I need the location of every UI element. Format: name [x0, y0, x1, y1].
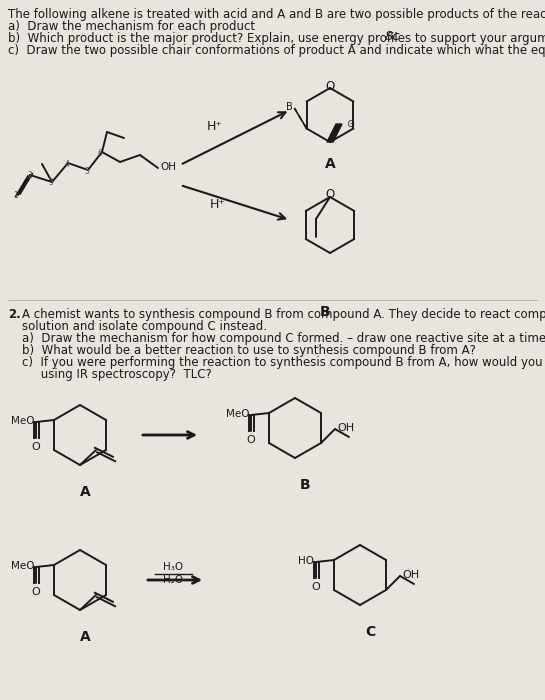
Text: b)  Which product is the major product? Explain, use energy profiles to support : b) Which product is the major product? E… [8, 32, 545, 45]
Text: B: B [286, 102, 293, 111]
Text: H₂O: H₂O [163, 575, 183, 585]
Text: O: O [32, 442, 40, 452]
Text: O: O [247, 435, 256, 445]
Text: MeO: MeO [226, 409, 249, 419]
Text: a)  Draw the mechanism for each product: a) Draw the mechanism for each product [8, 20, 255, 33]
Text: using IR spectroscopy?  TLC?: using IR spectroscopy? TLC? [22, 368, 212, 381]
Text: solution and isolate compound C instead.: solution and isolate compound C instead. [22, 320, 267, 333]
Text: O: O [32, 587, 40, 597]
Text: C: C [365, 625, 375, 639]
Text: a)  Draw the mechanism for how compound C formed. – draw one reactive site at a : a) Draw the mechanism for how compound C… [22, 332, 545, 345]
Text: B: B [320, 305, 330, 319]
Text: OH: OH [337, 423, 354, 433]
Text: O: O [325, 188, 335, 202]
Text: ⊙: ⊙ [346, 119, 354, 129]
Text: A: A [80, 485, 90, 499]
Text: c)  Draw the two possible chair conformations of product A and indicate which wh: c) Draw the two possible chair conformat… [8, 44, 545, 57]
Text: O: O [325, 80, 335, 92]
Text: c)  If you were performing the reaction to synthesis compound B from A, how woul: c) If you were performing the reaction t… [22, 356, 545, 369]
Text: A: A [80, 630, 90, 644]
Text: H⁺: H⁺ [210, 199, 226, 211]
Text: b)  What would be a better reaction to use to synthesis compound B from A?: b) What would be a better reaction to us… [22, 344, 476, 357]
Text: H⁺: H⁺ [207, 120, 223, 134]
Text: MeO: MeO [10, 416, 34, 426]
Text: MeO: MeO [10, 561, 34, 571]
Text: A: A [325, 157, 335, 171]
Text: OH: OH [160, 162, 176, 172]
Text: H₃O: H₃O [163, 562, 183, 572]
Text: The following alkene is treated with acid and A and B are two possible products : The following alkene is treated with aci… [8, 8, 545, 21]
Text: 8c: 8c [385, 30, 401, 43]
Text: A chemist wants to synthesis compound B from compound A. They decide to react co: A chemist wants to synthesis compound B … [22, 308, 545, 321]
Text: 2: 2 [28, 171, 32, 180]
Text: B: B [300, 478, 310, 492]
Text: 4: 4 [64, 160, 69, 169]
Text: 2.: 2. [8, 308, 21, 321]
Text: 1: 1 [14, 191, 19, 200]
Text: 5: 5 [84, 167, 89, 176]
Polygon shape [327, 124, 342, 142]
Text: 3: 3 [49, 178, 53, 187]
Text: HO: HO [298, 556, 314, 566]
Text: 6: 6 [98, 149, 102, 158]
Text: OH: OH [402, 570, 419, 580]
Text: O: O [312, 582, 320, 592]
